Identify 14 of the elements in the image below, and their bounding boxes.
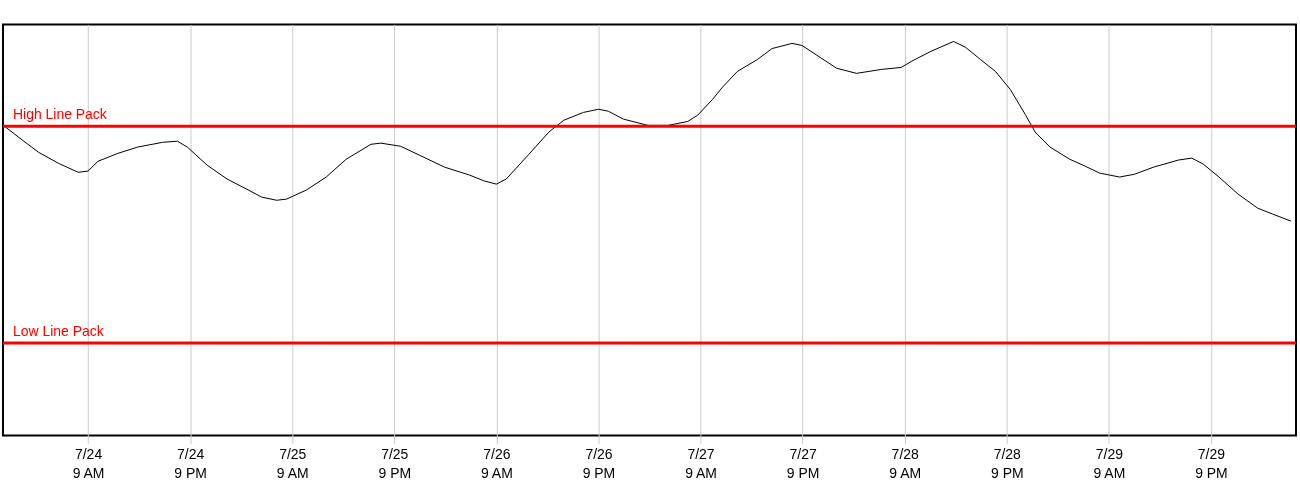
x-tick-label: 7/27 9 AM — [685, 446, 717, 481]
x-tick-label: 7/29 9 PM — [1195, 446, 1228, 481]
x-tick-label: 7/24 9 PM — [174, 446, 207, 481]
x-tick-label: 7/28 9 PM — [990, 446, 1024, 481]
x-tick-label: 7/26 9 AM — [480, 446, 513, 481]
x-tick-label: 7/26 9 PM — [582, 446, 616, 481]
x-tick-label: 7/25 9 PM — [378, 446, 412, 481]
ref-line-label: High Line Pack — [12, 106, 107, 123]
x-tick-label: 7/25 9 AM — [276, 446, 309, 481]
ref-line-label: Low Line Pack — [12, 322, 104, 339]
x-tick-label: 7/27 9 PM — [786, 446, 820, 481]
x-tick-label: 7/24 9 AM — [72, 446, 105, 481]
x-tick-label: 7/28 9 AM — [889, 446, 922, 481]
x-tick-label: 7/29 9 AM — [1093, 446, 1126, 481]
